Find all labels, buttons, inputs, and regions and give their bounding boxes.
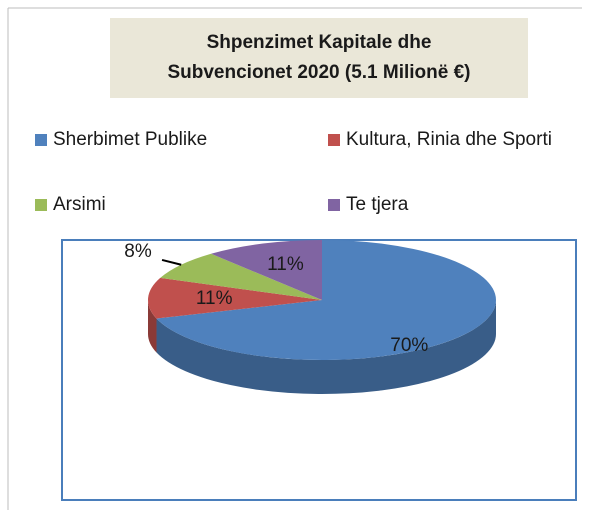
- legend-label: Arsimi: [53, 194, 106, 215]
- legend-swatch: [35, 134, 47, 146]
- legend-label: Sherbimet Publike: [53, 129, 207, 150]
- chart-title: Shpenzimet Kapitale dhe Subvencionet 202…: [110, 18, 528, 98]
- data-label: 8%: [124, 241, 152, 262]
- plot-frame: [61, 239, 577, 501]
- pie-slice: [160, 253, 322, 300]
- pie-slice: [156, 240, 497, 395]
- pie-slice-side: [148, 300, 157, 353]
- pie: 70% 11% 8% 11%: [124, 240, 497, 395]
- pie-slice: [147, 277, 322, 353]
- pie-slice-top: [147, 277, 322, 319]
- legend-label: Te tjera: [346, 194, 409, 215]
- data-label: 70%: [390, 335, 428, 356]
- data-label: 11%: [267, 254, 304, 275]
- pie-slice-top: [211, 240, 322, 300]
- leader-line: [161, 258, 182, 266]
- pie-slice: [211, 240, 322, 300]
- legend-swatch: [328, 199, 340, 211]
- legend-swatch: [328, 134, 340, 146]
- pie-slice-top: [160, 253, 322, 300]
- pie-slice-side: [156, 300, 497, 395]
- legend: Sherbimet Publike Kultura, Rinia dhe Spor…: [35, 129, 552, 215]
- data-label: 11%: [196, 288, 233, 309]
- pie-slice-top: [156, 240, 496, 360]
- legend-label: Kultura, Rinia dhe Sporti: [346, 129, 552, 150]
- legend-swatch: [35, 199, 47, 211]
